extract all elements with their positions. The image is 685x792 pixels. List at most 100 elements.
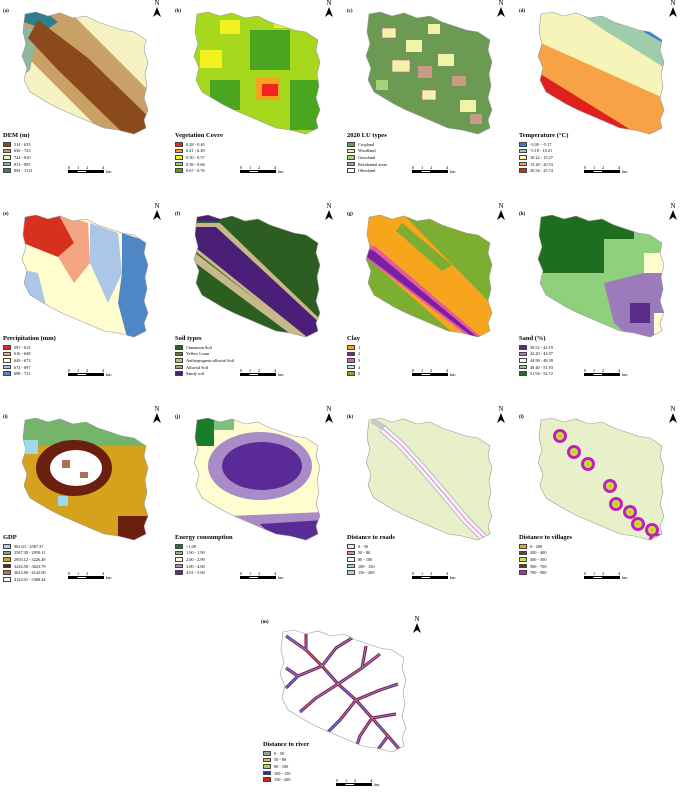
legend-item: Otherland [347,167,387,174]
north-label: N [670,202,676,210]
legend-item: Alluvial Soil [175,364,234,371]
legend-item: 48.40 - 51.93 [519,364,553,371]
legend-label: 150 - 200 [358,570,375,576]
panel-label: (l) [519,415,524,420]
scale-unit: km [106,372,112,377]
legend-label: 2587.38 - 2950.11 [14,550,46,556]
legend-label: -5.18 - 10.21 [530,148,553,154]
legend-label: 894 - 1113 [14,168,33,174]
legend-swatch [3,155,11,160]
legend-title: Distance to river [263,741,310,748]
legend-label: 0.28 - 0.40 [186,141,205,147]
legend-label: 10.22 - 15.27 [530,154,553,160]
legend-title: Energy consumption [175,534,233,541]
legend-item: -5.18 - 10.21 [519,148,553,155]
legend-label: 80 - 100 [274,763,289,769]
legend-swatch [175,364,183,370]
north-arrow-icon [153,210,161,220]
legend-item: 0.58 - 0.66 [175,161,205,168]
legend-title: Clay [347,335,360,342]
roads-map [365,417,493,541]
legend: -3.00 - -5.17 -5.18 - 10.21 10.22 - 15.2… [519,141,553,174]
legend-swatch [519,155,527,160]
legend-item: 100 - 150 [347,563,374,570]
legend-swatch [347,155,355,160]
legend: 0 - 200 200 - 400 400 - 500 500 - 700 70… [519,543,546,576]
legend-swatch [175,142,183,147]
legend-label: -3.00 - -5.17 [530,141,552,147]
legend-swatch [3,142,11,147]
legend: 963.63 - 2587.37 2587.38 - 2950.11 2950.… [3,543,46,583]
legend-swatch [347,550,355,556]
legend-item: 0.28 - 0.40 [175,141,205,148]
north-arrow: N [150,0,164,17]
legend: 0 - 50 50 - 80 80 - 100 100 - 150 150 - … [263,750,290,783]
legend-item: 51.94 - 54.72 [519,370,553,377]
legend-label: 500 - 700 [530,563,547,569]
north-label: N [154,405,160,413]
scale-tick: 4 [274,165,277,170]
legend-swatch [347,345,355,350]
scale-tick: 2 [86,368,89,373]
scale-tick: 1 [421,165,424,170]
legend-item: 894 - 1113 [3,167,32,174]
legend-label: <1.00 [186,543,196,549]
legend: 0.28 - 0.40 0.41 - 0.49 0.50 - 0.57 0.58… [175,141,205,174]
legend-item: 400 - 500 [519,556,546,563]
legend: <1.00 1.00 - 1.99 2.00 - 2.99 3.00 - 4.0… [175,543,205,576]
scale-tick: 0 [412,165,415,170]
legend-item: 150 - 200 [263,776,290,783]
energy-map [193,417,321,541]
scale-bar: 0 1 2 4 km [68,165,114,177]
legend-label: 200 - 400 [530,550,547,556]
legend-item: Anthropogenic-alluvial Soil [175,357,234,364]
legend-title: Distance to villages [519,534,573,541]
clay-map [365,214,493,338]
legend-title: Distance to roads [347,534,395,541]
legend-item: 5 [347,370,360,377]
legend: 597 - 615 616 - 648 649 - 673 674 - 697 … [3,344,30,377]
legend-label: 4 [358,364,361,370]
scale-tick: 0 [68,571,71,576]
panel-label: (c) [347,9,353,14]
legend-swatch [519,371,527,376]
north-arrow: N [494,0,508,17]
legend-label: 150 - 200 [274,777,291,783]
legend-label: 3 [358,357,361,363]
legend-label: Alluvial Soil [186,364,209,370]
north-arrow-icon [669,210,677,220]
legend-item: 514 - 635 [3,141,32,148]
legend: 39.52 - 42.19 42.20 - 44.97 44.98 - 48.3… [519,344,553,377]
north-arrow-icon [413,623,421,633]
legend-label: 0.58 - 0.66 [186,161,205,167]
legend-label: 0.67 - 0.76 [186,168,205,174]
legend-swatch [519,148,527,154]
legend-swatch [519,544,527,549]
legend-item: 2.00 - 2.99 [175,556,205,563]
scale-unit: km [374,782,380,787]
north-arrow: N [322,203,336,220]
legend-label: Grassland [358,154,376,160]
legend-label: 44.98 - 48.39 [530,357,553,363]
scale-tick: 2 [602,368,605,373]
legend-label: 0.41 - 0.49 [186,148,205,154]
legend-swatch [3,557,11,562]
legend-swatch [519,161,527,167]
north-arrow: N [322,0,336,17]
legend-label: 0.50 - 0.57 [186,154,205,160]
north-arrow: N [666,406,680,423]
legend-label: 813 - 895 [14,161,31,167]
legend-swatch [3,148,11,154]
legend-item: 150 - 200 [347,569,374,576]
scale-unit: km [450,372,456,377]
north-arrow-icon [497,413,505,423]
legend-label: 2.00 - 2.99 [186,556,205,562]
legend-label: Cinnamon Soil [186,344,212,350]
legend-swatch [175,557,183,562]
legend-item: 700 - 900 [519,569,546,576]
scale-tick: 4 [370,778,373,783]
legend-label: 5 [358,371,361,377]
legend-swatch [347,142,355,147]
scale-bar: 0 1 2 4 km [584,165,630,177]
scale-bar: 0 1 2 4 km [240,368,286,380]
